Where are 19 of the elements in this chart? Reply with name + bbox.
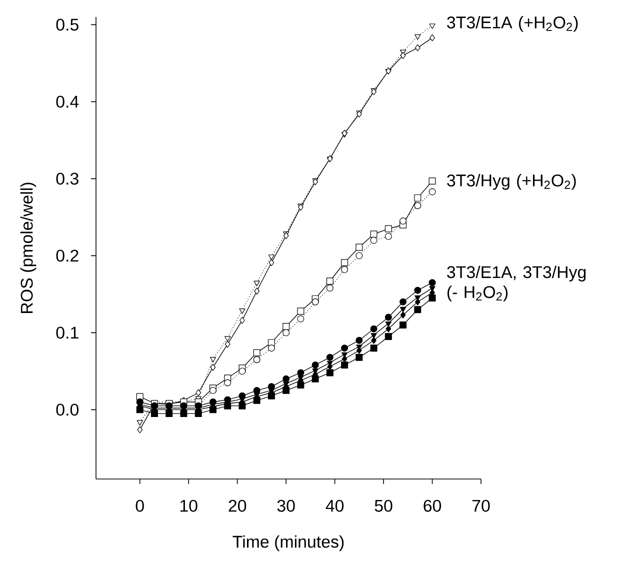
y-tick-label: 0.5 <box>56 18 78 31</box>
x-tick-label: 60 <box>424 500 442 512</box>
x-tick-label: 10 <box>180 500 198 512</box>
x-tick-label: 30 <box>277 500 295 512</box>
y-tick-label: 0.0 <box>56 404 79 416</box>
annotation: 3T3/Hyg (+H$_{2}$O$_{2}$) <box>447 174 576 190</box>
x-tick-label: 0 <box>136 500 144 512</box>
y-tick-label: 0.4 <box>56 96 79 108</box>
annotation: 3T3/E1A, 3T3/Hyg (- H$_{2}$O$_{2}$) <box>447 266 586 302</box>
x-tick-label: 40 <box>326 500 344 512</box>
y-tick-label: 0.1 <box>56 326 78 339</box>
x-tick-label: 50 <box>374 500 392 512</box>
y-tick-label: 0.2 <box>56 250 78 262</box>
y-axis-title: ROS (pmole/well) <box>20 182 36 313</box>
x-axis-title: Time (minutes) <box>232 535 344 552</box>
x-tick-label: 20 <box>228 500 246 512</box>
annotation: 3T3/E1A (+H$_{2}$O$_{2}$) <box>447 16 578 32</box>
x-tick-label: 70 <box>472 500 490 512</box>
y-tick-label: 0.3 <box>56 172 78 185</box>
